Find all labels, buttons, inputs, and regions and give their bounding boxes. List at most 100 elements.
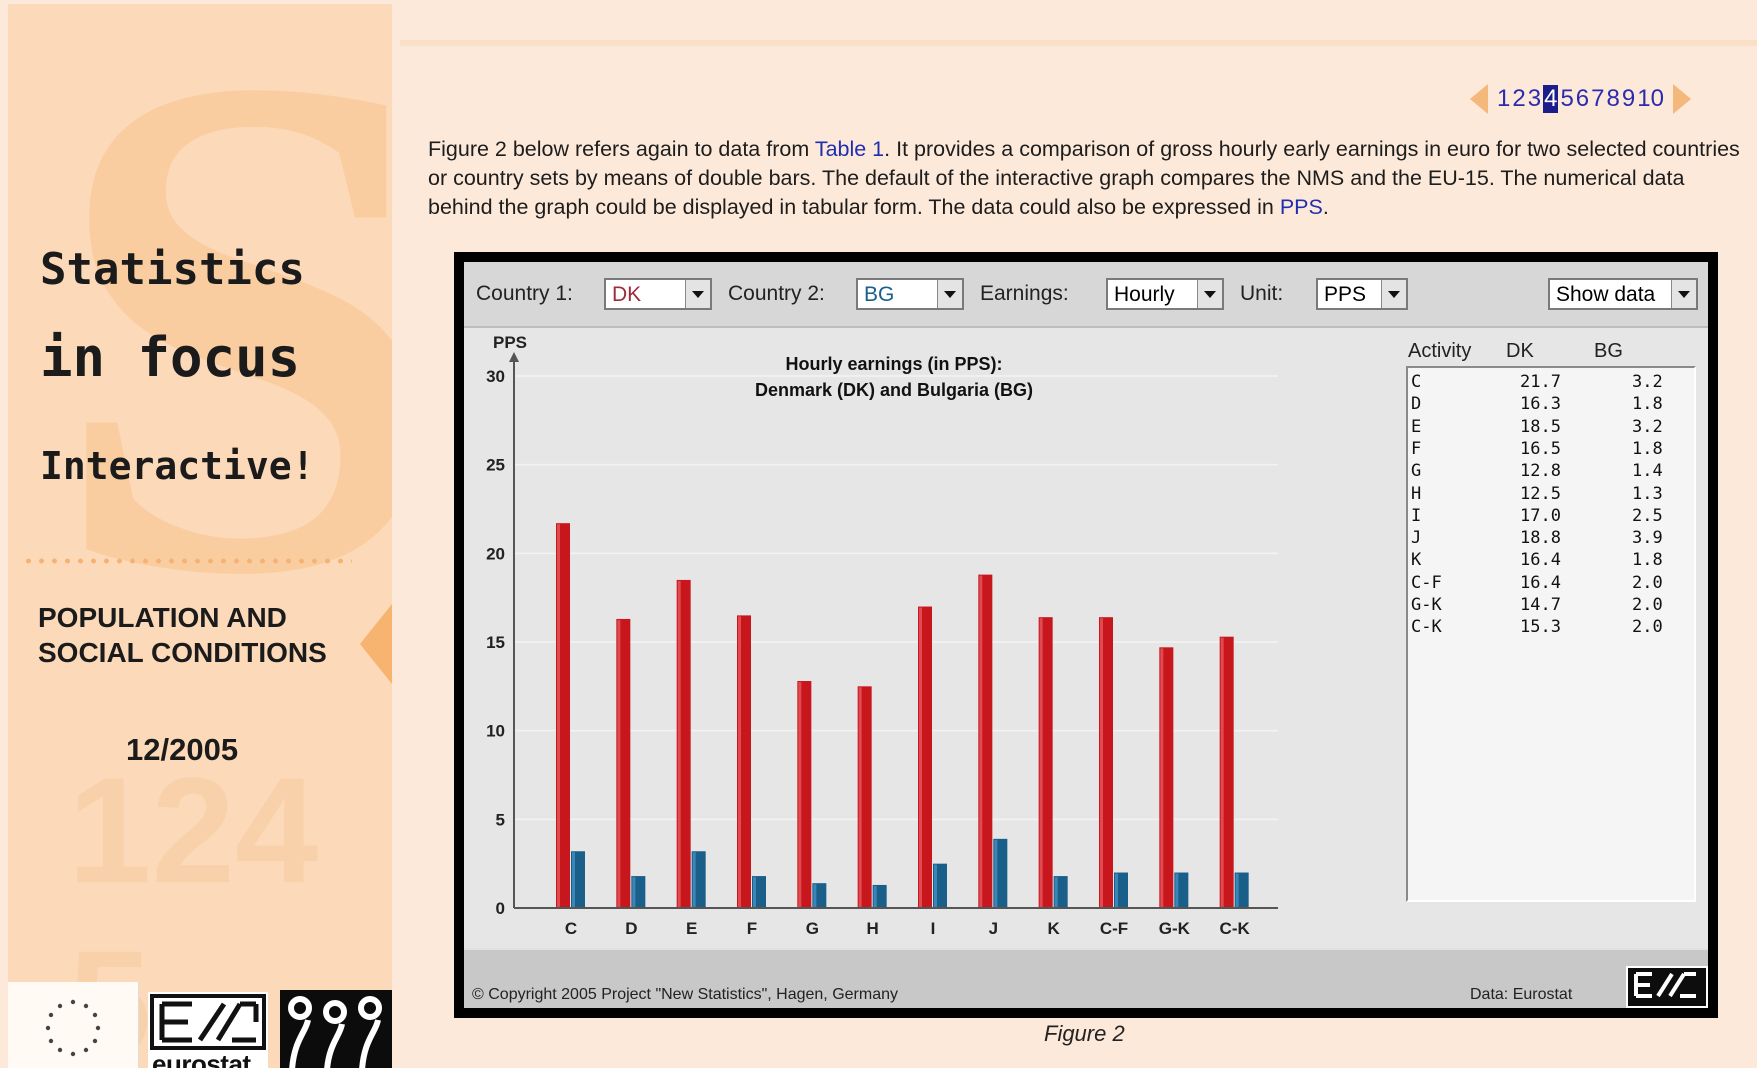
table-cell-bg: 1.8 <box>1632 550 1663 571</box>
table-cell-dk: 12.8 <box>1520 461 1561 482</box>
column-header-bg: BG <box>1594 340 1623 362</box>
table-row: F 16.5 1.8 <box>1408 439 1694 463</box>
bar-highlight <box>813 884 817 907</box>
chevron-down-icon[interactable] <box>937 280 962 308</box>
page-link-8[interactable]: 8 <box>1606 85 1620 112</box>
table-cell-dk: 12.5 <box>1520 483 1561 504</box>
bar-chart: PPS Hourly earnings (in PPS): Denmark (D… <box>486 333 1278 938</box>
bar-highlight <box>934 864 937 907</box>
unit-label: Unit: <box>1240 282 1284 305</box>
table-cell-bg: 1.3 <box>1632 483 1663 504</box>
table-cell-dk: 16.4 <box>1520 550 1561 571</box>
bar-highlight <box>753 877 756 907</box>
pps-link[interactable]: PPS <box>1279 195 1323 219</box>
chart-title: Hourly earnings (in PPS): <box>785 354 1002 374</box>
x-tick-label: C-F <box>1100 919 1128 938</box>
previous-page-arrow-icon[interactable] <box>1470 84 1488 114</box>
table-cell-activity: J <box>1411 528 1422 549</box>
page-link-1[interactable]: 1 <box>1497 85 1511 112</box>
data-table: Activity DK BG C 21.7 3.2 D 16.3 1.8 E 18.5 3.2 F… <box>1402 328 1708 948</box>
bar-highlight <box>617 619 621 907</box>
x-tick-label: G <box>806 919 819 938</box>
y-tick-label: 20 <box>486 544 505 563</box>
data-table-header: Activity DK BG <box>1402 328 1708 362</box>
country2-label: Country 2: <box>728 282 825 305</box>
table-cell-dk: 21.7 <box>1520 372 1561 392</box>
header-band <box>400 40 1757 46</box>
table-cell-activity: C-F <box>1411 572 1442 593</box>
table-row: D 16.3 1.8 <box>1408 394 1694 418</box>
next-page-arrow-icon[interactable] <box>1672 84 1691 114</box>
bar-highlight <box>572 852 575 907</box>
table-cell-dk: 16.5 <box>1520 438 1561 459</box>
bar-highlight <box>1235 873 1239 907</box>
intro-text-3: . <box>1322 195 1329 219</box>
interactive-graph-applet: Country 1: DK Country 2: BG Earnings: Ho… <box>454 252 1718 1018</box>
bar-highlight <box>798 682 802 907</box>
page-link-5[interactable]: 5 <box>1560 85 1574 112</box>
page-link-2[interactable]: 2 <box>1512 85 1526 112</box>
country1-select[interactable]: DK <box>604 278 712 310</box>
table-cell-bg: 3.9 <box>1632 528 1663 549</box>
table-row: G-K 14.7 2.0 <box>1408 595 1694 619</box>
show-data-select[interactable]: Show data <box>1548 278 1698 310</box>
chevron-down-icon[interactable] <box>1671 280 1696 308</box>
table-1-link[interactable]: Table 1 <box>814 137 885 161</box>
x-tick-label: C-K <box>1220 919 1251 938</box>
table-row: I 17.0 2.5 <box>1408 506 1694 530</box>
publication-title-line1: Statistics <box>40 244 305 295</box>
page-link-3[interactable]: 3 <box>1527 85 1542 112</box>
x-tick-label: F <box>747 919 757 938</box>
page-navigator: 1 2 3 4 5 6 7 8 9 10 <box>1470 82 1691 116</box>
x-tick-label: J <box>989 919 998 938</box>
data-table-body[interactable]: C 21.7 3.2 D 16.3 1.8 E 18.5 3.2 F 16.5 1.8 G 12.8 1.4… <box>1406 366 1696 902</box>
bar-highlight <box>692 852 696 907</box>
intro-text-2: . It provides a comparison of gross hour… <box>428 137 1740 219</box>
y-tick-label: 5 <box>496 810 505 829</box>
table-row: K 16.4 1.8 <box>1408 550 1694 574</box>
table-cell-activity: I <box>1411 505 1422 526</box>
table-cell-bg: 2.0 <box>1632 572 1663 593</box>
bar-highlight <box>994 839 998 907</box>
table-cell-bg: 1.4 <box>1632 461 1663 482</box>
table-cell-dk: 18.5 <box>1520 416 1561 437</box>
eu-flag-icon <box>8 982 139 1068</box>
page-link-4-current[interactable]: 4 <box>1543 85 1559 113</box>
table-cell-bg: 2.0 <box>1632 595 1663 615</box>
eurostat-logo: eurostat <box>148 992 268 1068</box>
chevron-down-icon[interactable] <box>1197 280 1222 308</box>
y-tick-label: 15 <box>486 633 505 652</box>
unit-select[interactable]: PPS <box>1316 278 1408 310</box>
bar-highlight <box>873 885 877 907</box>
country2-select[interactable]: BG <box>856 278 964 310</box>
country2-value: BG <box>864 283 895 306</box>
section-name: POPULATION AND SOCIAL CONDITIONS <box>38 602 327 668</box>
bar-highlight <box>1054 877 1058 907</box>
bar-highlight <box>1100 618 1103 907</box>
dotted-divider <box>22 557 352 565</box>
y-tick-label: 0 <box>496 899 505 918</box>
applet-footer: © Copyright 2005 Project "New Statistics… <box>464 950 1708 1008</box>
table-row: C-K 15.3 2.0 <box>1408 617 1694 641</box>
earnings-label: Earnings: <box>980 282 1069 305</box>
data-source: Data: Eurostat <box>1470 986 1573 1003</box>
issue-number: 12/2005 <box>126 732 239 767</box>
y-axis-arrow-icon <box>509 352 519 362</box>
page-link-6[interactable]: 6 <box>1575 85 1590 112</box>
chevron-down-icon[interactable] <box>685 280 710 308</box>
x-tick-label: I <box>931 919 936 938</box>
table-row: J 18.8 3.9 <box>1408 528 1694 552</box>
page-link-9[interactable]: 9 <box>1621 85 1636 112</box>
table-cell-dk: 16.3 <box>1520 394 1561 415</box>
table-cell-activity: C-K <box>1411 617 1442 638</box>
y-tick-label: 25 <box>486 456 505 475</box>
figure-caption: Figure 2 <box>1044 1021 1125 1046</box>
bar-highlight <box>1115 873 1118 907</box>
page-link-7[interactable]: 7 <box>1591 85 1605 112</box>
chevron-down-icon[interactable] <box>1381 280 1406 308</box>
bar-highlight <box>1220 637 1224 907</box>
page-link-10[interactable]: 10 <box>1637 85 1664 112</box>
table-cell-dk: 17.0 <box>1520 505 1561 526</box>
earnings-select[interactable]: Hourly <box>1106 278 1224 310</box>
table-cell-activity: F <box>1411 438 1422 459</box>
